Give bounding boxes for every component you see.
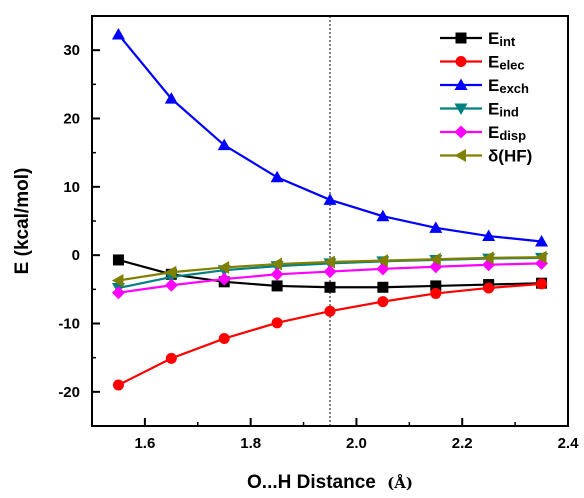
legend-swatch-marker [454, 149, 466, 162]
legend-label-sub: disp [499, 128, 526, 143]
data-point-eexch [217, 138, 231, 151]
y-tick-label: 20 [63, 111, 80, 128]
data-point-hf [217, 260, 230, 274]
data-point-eexch [111, 27, 125, 40]
x-axis-title-unit: (Å) [387, 474, 413, 492]
data-point-eelec [165, 352, 177, 364]
ticks-layer: 1.6 1.8 2.0 2.2 2.4 -20 -10 0 10 20 30 [58, 15, 580, 452]
data-point-edisp [270, 267, 284, 281]
x-tick-label: 2.4 [558, 435, 580, 452]
data-point-eexch [535, 235, 549, 247]
legend-label: Eelec [488, 53, 525, 73]
series-layer [111, 27, 549, 391]
data-point-eelec [483, 282, 495, 294]
legend-label-sub: ind [499, 105, 519, 120]
data-point-edisp [164, 278, 178, 292]
data-point-eelec [218, 333, 230, 345]
data-point-hf [535, 250, 547, 264]
y-tick-label: -10 [58, 316, 80, 333]
legend-label-main: E [488, 100, 499, 119]
x-tick-label: 1.8 [240, 435, 261, 452]
legend-item-edisp: Edisp [440, 123, 526, 143]
data-point-edisp [217, 272, 231, 286]
data-point-eint [430, 280, 442, 292]
legend-label-main: E [488, 53, 499, 72]
legend-item-eint: Eint [440, 29, 516, 49]
data-point-eexch [270, 170, 284, 183]
data-point-eexch [482, 229, 496, 242]
data-point-eexch [164, 92, 178, 104]
legend-item-eind: Eind [440, 100, 519, 120]
legend-label-sub: int [499, 34, 516, 49]
legend-swatch-marker [454, 125, 468, 139]
data-point-eelec [430, 287, 442, 299]
x-tick-label: 2.0 [346, 435, 367, 452]
data-point-hf [323, 255, 335, 269]
data-point-eelec [271, 317, 283, 329]
y-tick-label: 0 [72, 247, 80, 264]
series-eelec [112, 278, 548, 391]
data-point-eelec [112, 379, 124, 391]
legend-label: Eexch [488, 76, 529, 96]
series-eexch [111, 27, 549, 247]
y-tick-label: 10 [63, 179, 80, 196]
legend-label-sub: exch [499, 81, 529, 96]
legend-label-main: δ(HF) [488, 147, 532, 166]
data-point-eint [271, 280, 283, 292]
plot-frame [91, 15, 569, 427]
series-hf [111, 250, 547, 287]
y-tick-label: -20 [58, 384, 80, 401]
x-axis-title: O...H Distance (Å) [247, 472, 413, 493]
legend-label: Eind [488, 100, 519, 120]
data-point-eint [377, 281, 389, 293]
data-point-eelec [536, 278, 548, 290]
legend-swatch-marker [454, 103, 468, 115]
legend-label: Eint [488, 29, 516, 49]
x-axis-title-main: O...H Distance [247, 472, 376, 493]
data-point-eint [324, 281, 336, 293]
legend-label-sub: elec [499, 58, 524, 73]
data-point-hf [429, 252, 441, 266]
x-tick-label: 2.2 [452, 435, 473, 452]
legend-label: Edisp [488, 123, 526, 143]
legend-item-hf: δ(HF) [440, 147, 532, 166]
series-edisp [111, 256, 549, 300]
data-point-eelec [377, 296, 389, 308]
data-point-hf [164, 265, 177, 279]
legend-swatch-marker [454, 78, 468, 90]
legend-swatch-marker [455, 56, 467, 67]
data-point-edisp [111, 286, 125, 300]
y-tick-label: 30 [63, 42, 80, 59]
legend-label-main: E [488, 123, 499, 142]
x-tick-label: 1.6 [134, 435, 155, 452]
legend-label-main: E [488, 29, 499, 48]
legend-item-eelec: Eelec [440, 53, 525, 73]
data-point-eexch [376, 209, 390, 222]
y-axis-title: E (kcal/mol) [12, 168, 33, 275]
legend-item-eexch: Eexch [440, 76, 529, 96]
data-point-eexch [323, 193, 337, 205]
legend-label: δ(HF) [488, 147, 532, 166]
legend-swatch-marker [455, 32, 467, 44]
data-point-hf [482, 251, 494, 265]
data-point-hf [111, 273, 124, 287]
data-point-eelec [324, 305, 336, 317]
data-point-hf [270, 257, 283, 271]
data-point-eexch [429, 221, 443, 233]
data-point-hf [376, 254, 388, 268]
data-point-edisp [323, 265, 337, 279]
data-point-eint [112, 254, 124, 266]
legend-label-main: E [488, 76, 499, 95]
